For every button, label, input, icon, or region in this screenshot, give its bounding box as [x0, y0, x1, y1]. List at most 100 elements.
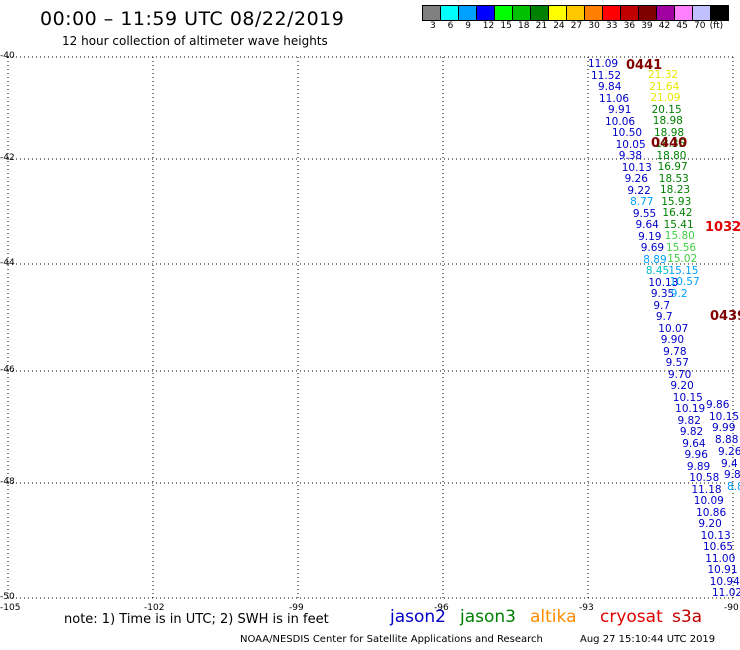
scale-swatch	[692, 5, 710, 21]
s3a-swh-value: 9.8	[724, 469, 740, 482]
scale-label: 9	[465, 21, 471, 31]
scale-swatch	[566, 5, 584, 21]
jason2-swh-value: 8.77	[630, 196, 654, 208]
s3a-swh-value: 9.4	[721, 457, 738, 470]
jason2-swh-value: 11.09	[588, 58, 619, 70]
jason2-swh-value: 11.52	[591, 69, 622, 82]
latitude-label: -50	[0, 592, 15, 602]
jason2-swh-value: 9.20	[670, 380, 694, 392]
longitude-label: -105	[0, 603, 21, 613]
jason2-swh-value: 11.06	[599, 92, 630, 105]
longitude-label: -90	[724, 603, 739, 613]
jason2-swh-value: 10.58	[689, 472, 720, 484]
jason3-swh-value: 16.42	[662, 207, 693, 219]
jason2-swh-value: 9.22	[627, 184, 651, 197]
scale-swatch	[422, 5, 440, 21]
latitude-label: -40	[0, 51, 15, 61]
jason2-swh-value: 9.55	[632, 207, 657, 220]
jason2-swh-value: 9.82	[677, 414, 701, 427]
scale-swatch	[512, 5, 530, 21]
footer-timestamp: Aug 27 15:10:44 UTC 2019	[580, 634, 716, 645]
jason3-swh-value: 15.56	[666, 241, 697, 254]
jason2-swh-value: 10.15	[672, 391, 703, 404]
jason2-swh-value: 11.00	[705, 552, 736, 565]
jason2-swh-value: 10.09	[693, 495, 724, 507]
jason3-swh-value: 9.2	[670, 287, 688, 300]
satellite-legend-cryosat: cryosat	[600, 607, 663, 627]
jason2-swh-value: 9.26	[624, 173, 648, 185]
satellite-legend-s3a: s3a	[672, 607, 703, 627]
scale-label: 3	[430, 21, 436, 31]
scale-label: 27	[570, 21, 583, 31]
jason2-swh-value: 10.13	[648, 276, 679, 289]
scale-swatch	[638, 5, 656, 21]
satellite-legend-jason2: jason2	[390, 607, 446, 627]
jason3-swh-value: 21.32	[648, 69, 679, 81]
scale-label: 36	[623, 21, 636, 31]
jason2-swh-value: 9.78	[663, 345, 687, 358]
scale-swatch	[530, 5, 548, 21]
satellite-legend-jason3: jason3	[460, 607, 516, 627]
jason2-swh-value: 9.70	[667, 368, 692, 381]
jason3-swh-value: 21.64	[649, 80, 680, 93]
jason3-swh-value: 15.41	[663, 218, 694, 231]
longitude-label: -93	[579, 603, 594, 613]
jason2-swh-value: 9.38	[618, 150, 643, 162]
longitude-label: -99	[289, 603, 304, 613]
pass-time-label: 0439	[710, 309, 740, 324]
jason2-swh-value: 10.86	[696, 506, 727, 519]
jason2-swh-value: 8.45	[645, 265, 670, 277]
jason2-swh-value: 10.07	[658, 322, 689, 335]
jason3-swh-value: 18.23	[660, 184, 691, 196]
scale-swatch	[602, 5, 620, 21]
scale-label: (ft)	[709, 21, 724, 31]
s3a-swh-value: 10.15	[709, 410, 740, 423]
scale-swatch	[440, 5, 458, 21]
color-scale-labels: 3 6 9 12 15 18 21 24 27 30 33 36 39 42 45 70 (ft)	[422, 21, 740, 33]
jason3-swh-value: 18.98	[652, 115, 683, 127]
jason2-swh-value: 9.19	[638, 230, 662, 243]
jason2-swh-value: 10.65	[702, 541, 734, 553]
scale-label: 30	[588, 21, 600, 31]
longitude-label: -102	[144, 603, 165, 613]
jason3-swh-value: 16.97	[657, 161, 688, 173]
jason2-swh-value: 10.19	[675, 403, 706, 415]
s3a-swh-value: 9.86	[706, 399, 730, 411]
scale-swatch	[494, 5, 512, 21]
jason2-swh-value: 9.89	[686, 460, 711, 473]
jason2-swh-value: 9.7	[655, 311, 673, 323]
scale-label: 6	[447, 21, 454, 31]
jason3-swh-value: 18.35	[655, 138, 686, 150]
jason2-swh-value: 9.91	[608, 104, 632, 116]
map-title: 00:00 – 11:59 UTC 08/22/2019	[40, 8, 345, 30]
jason3-swh-value: 10.57	[669, 276, 700, 288]
jason2-swh-value: 9.82	[679, 426, 704, 438]
jason2-swh-value: 10.94	[709, 575, 740, 588]
jason2-swh-value: 11.18	[691, 483, 722, 496]
scale-label: 18	[518, 21, 530, 31]
scale-swatch	[548, 5, 566, 21]
jason2-swh-value: 9.57	[665, 357, 689, 369]
jason3-swh-value: 15.02	[667, 253, 698, 265]
jason2-swh-value: 10.06	[605, 115, 636, 128]
s3a-swh-value: 8.8	[727, 480, 740, 493]
map-subtitle: 12 hour collection of altimeter wave hei…	[62, 34, 328, 48]
scale-swatch	[476, 5, 494, 21]
jason2-swh-value: 8.89	[643, 253, 667, 266]
jason2-swh-value: 9.35	[650, 288, 675, 300]
jason3-swh-value: 18.53	[658, 172, 689, 185]
jason2-swh-value: 10.13	[621, 161, 652, 174]
scale-swatch	[674, 5, 692, 21]
jason3-swh-value: 18.98	[654, 126, 685, 139]
scale-label: 70	[694, 21, 706, 31]
jason3-swh-value: 15.93	[661, 195, 692, 208]
pass-time-label: 0440	[651, 136, 688, 151]
jason2-swh-value: 9.64	[682, 437, 706, 450]
jason3-swh-value: 15.80	[664, 230, 695, 242]
jason2-swh-value: 11.02	[712, 587, 740, 599]
scale-label: 42	[658, 21, 671, 31]
latitude-label: -46	[0, 365, 15, 375]
scale-swatch	[458, 5, 476, 21]
